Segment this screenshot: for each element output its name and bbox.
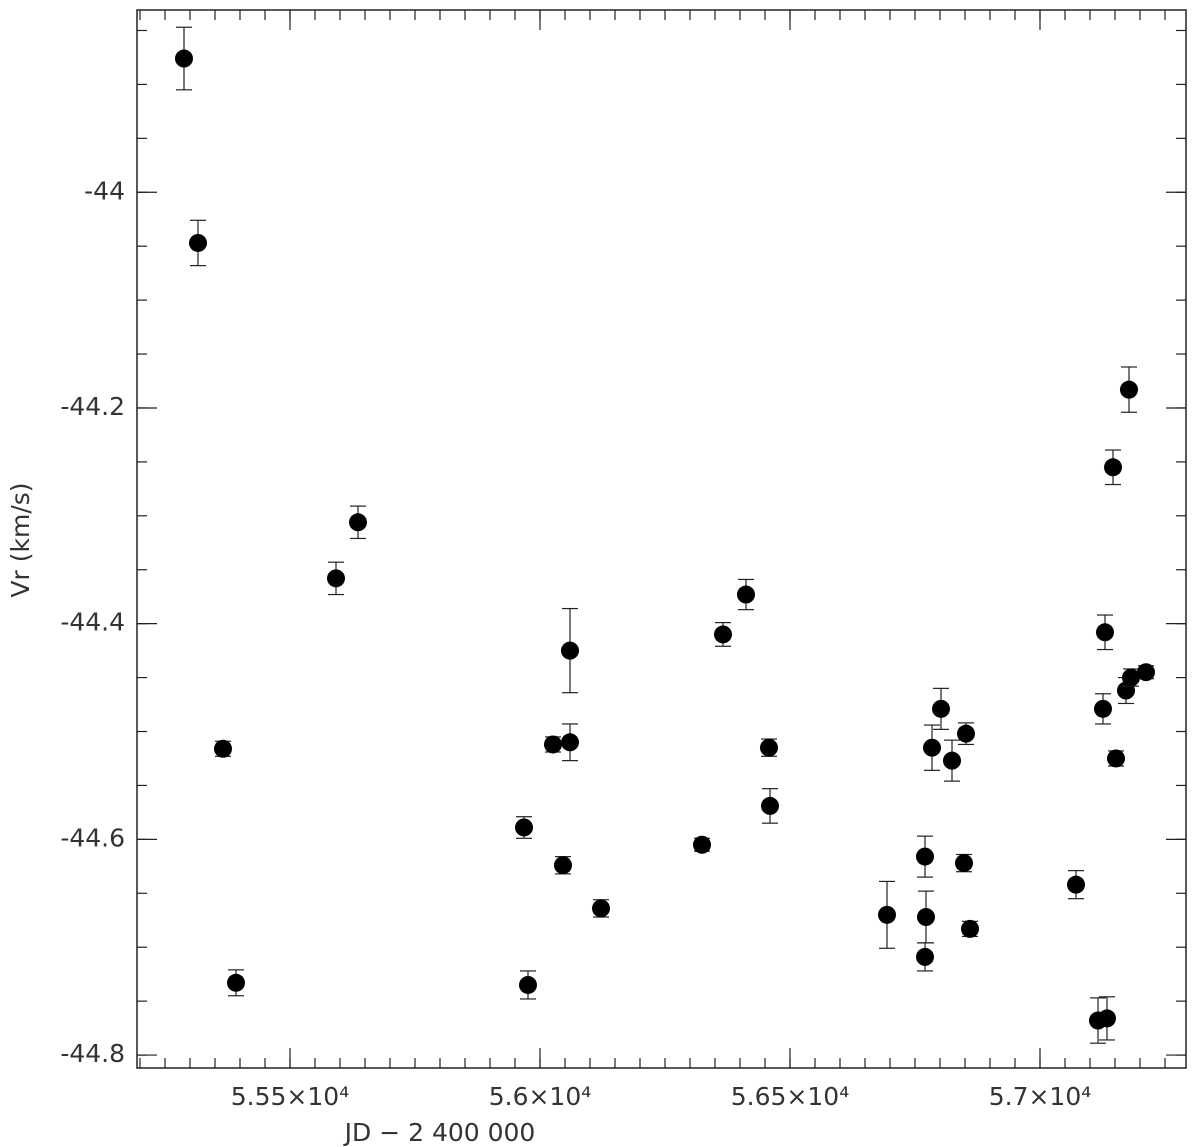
data-point xyxy=(544,735,562,754)
data-point xyxy=(519,975,537,994)
data-point xyxy=(561,733,579,752)
data-point xyxy=(1122,668,1140,687)
data-point xyxy=(917,908,935,927)
data-point xyxy=(349,513,367,532)
data-point xyxy=(1137,663,1155,682)
data-point xyxy=(943,751,961,770)
data-point xyxy=(175,49,193,68)
data-point xyxy=(561,641,579,660)
x-tick-label: 5.7×10⁴ xyxy=(989,1082,1092,1111)
data-point xyxy=(592,899,610,918)
y-axis-label: Vr (km/s) xyxy=(6,482,35,597)
data-point xyxy=(1096,623,1114,642)
y-tick-label: -44.4 xyxy=(60,608,125,637)
x-axis-label: JD − 2 400 000 xyxy=(343,1118,536,1147)
y-tick-label: -44 xyxy=(84,176,125,205)
y-tick-label: -44.2 xyxy=(60,392,125,421)
data-point xyxy=(878,905,896,924)
data-point xyxy=(916,847,934,866)
data-point xyxy=(955,854,973,873)
data-point xyxy=(923,738,941,757)
y-tick-label: -44.6 xyxy=(60,823,125,852)
data-point xyxy=(227,973,245,992)
data-point xyxy=(554,856,572,875)
data-point xyxy=(957,724,975,743)
data-point xyxy=(737,585,755,604)
data-point xyxy=(1104,458,1122,477)
data-point xyxy=(714,625,732,644)
data-point xyxy=(693,835,711,854)
data-point xyxy=(1107,749,1125,768)
y-tick-label: -44.8 xyxy=(60,1039,125,1068)
x-tick-label: 5.65×10⁴ xyxy=(731,1082,849,1111)
data-point xyxy=(1094,699,1112,718)
data-point xyxy=(327,569,345,588)
data-point xyxy=(1120,380,1138,399)
x-tick-label: 5.55×10⁴ xyxy=(231,1082,349,1111)
data-point xyxy=(1098,1009,1116,1028)
data-point xyxy=(961,919,979,938)
data-point xyxy=(916,947,934,966)
plot-frame xyxy=(136,9,1187,1069)
data-point xyxy=(515,818,533,837)
x-tick-label: 5.6×10⁴ xyxy=(489,1082,592,1111)
data-point xyxy=(1067,875,1085,894)
data-point xyxy=(932,699,950,718)
data-point xyxy=(761,796,779,815)
data-point xyxy=(214,739,232,758)
data-point xyxy=(760,738,778,757)
data-point xyxy=(189,233,207,252)
